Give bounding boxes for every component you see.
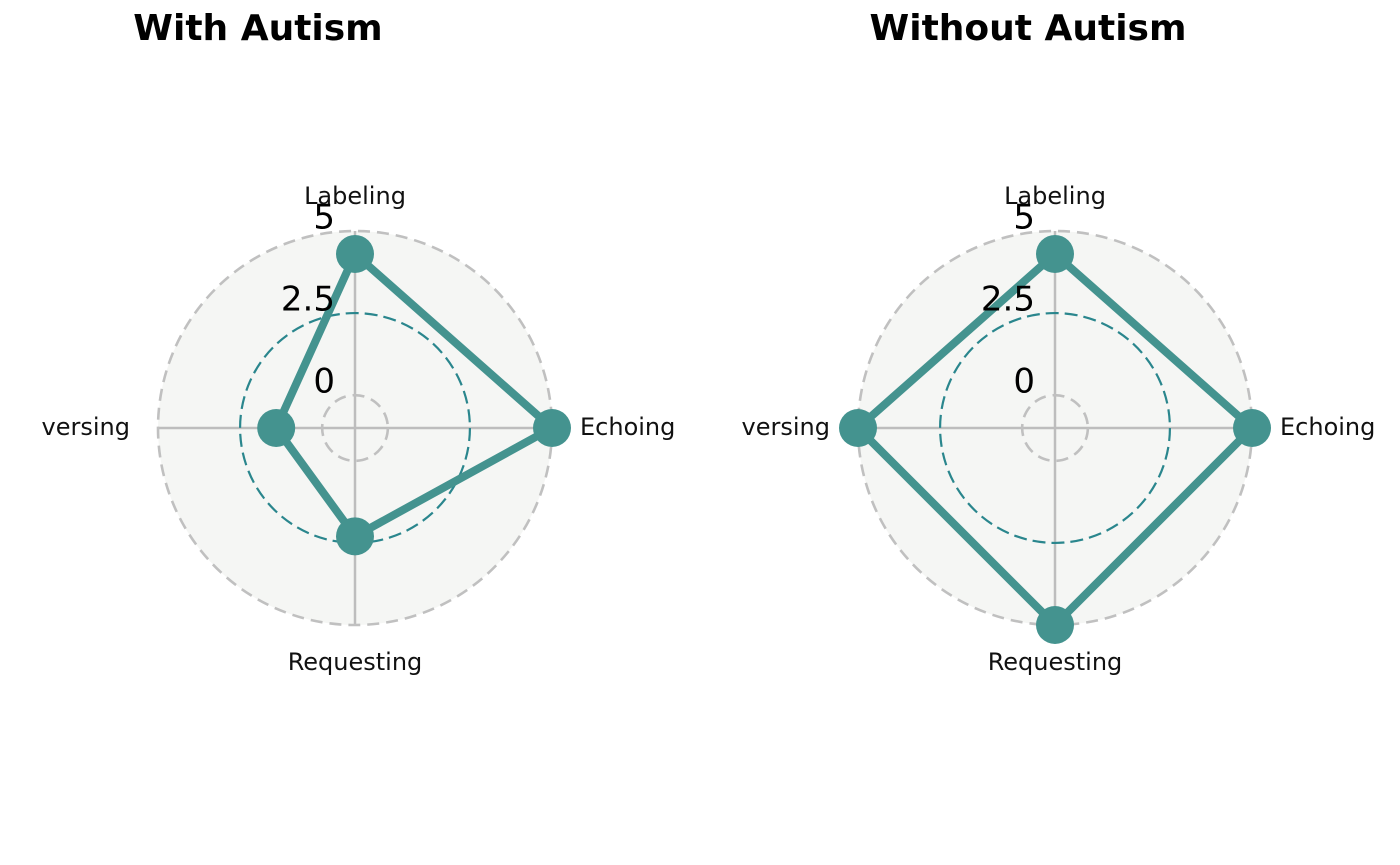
radar-axis-label: versing <box>42 413 130 441</box>
chart-title: With Autism <box>133 8 382 49</box>
radar-axis-label: Echoing <box>1280 413 1375 441</box>
radar-point <box>1036 606 1074 644</box>
radar-axis-label: Labeling <box>304 182 406 210</box>
radar-axis-label: versing <box>742 413 830 441</box>
radar-point <box>1233 409 1271 447</box>
radar-tick-label: 2.5 <box>281 280 335 320</box>
radar-tick-label: 0 <box>1013 362 1035 402</box>
radar-tick-label: 5 <box>313 198 335 238</box>
radar-grid-circle <box>1020 393 1090 463</box>
radar-point <box>336 517 374 556</box>
radar-point <box>1036 234 1074 273</box>
chart-title: Without Autism <box>870 8 1187 49</box>
radar-axis-label: Labeling <box>1004 182 1106 210</box>
radar-axis-label: Requesting <box>988 648 1123 676</box>
radar-axis-label: Echoing <box>580 413 675 441</box>
radar-point <box>533 409 571 447</box>
radar-point <box>257 409 296 447</box>
radar-point <box>839 409 877 447</box>
radar-grid-circle <box>938 311 1172 545</box>
radar-point <box>336 234 374 273</box>
radar-grid-circle <box>320 393 390 463</box>
radar-tick-label: 0 <box>313 362 335 402</box>
radar-axis-label: Requesting <box>288 648 423 676</box>
radar-tick-label: 5 <box>1013 198 1035 238</box>
radar-tick-label: 2.5 <box>981 280 1035 320</box>
